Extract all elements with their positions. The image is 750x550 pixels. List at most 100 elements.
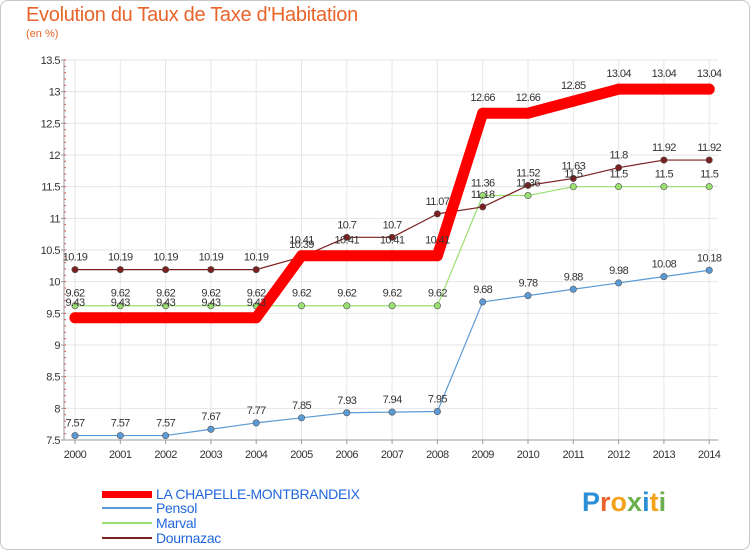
- legend-swatch-pensol: [102, 507, 152, 509]
- data-label-marval: 9.62: [292, 288, 311, 300]
- logo-letter: o: [610, 487, 628, 517]
- y-tick-label: 8: [54, 403, 60, 415]
- data-point-marval: [433, 302, 441, 310]
- data-label-marval: 9.62: [111, 288, 130, 300]
- y-tick-label: 7.5: [46, 435, 60, 447]
- data-point-la-chapelle-montbrandeix: [114, 312, 126, 324]
- data-label-la-chapelle-montbrandeix: 13.04: [697, 68, 722, 80]
- data-label-marval: 11.36: [516, 178, 540, 190]
- x-tick-label: 2012: [607, 449, 630, 461]
- data-point-pensol: [207, 425, 215, 433]
- y-tick-label: 12.5: [41, 118, 61, 130]
- data-point-dournazac: [660, 156, 668, 164]
- legend-item-marval: Marval: [102, 515, 197, 531]
- x-tick-label: 2001: [109, 449, 132, 461]
- data-label-dournazac: 10.39: [289, 239, 314, 251]
- data-point-dournazac: [615, 164, 623, 172]
- data-label-dournazac: 10.19: [153, 252, 178, 264]
- data-label-marval: 11.5: [609, 169, 628, 181]
- data-point-dournazac: [343, 233, 351, 241]
- data-point-pensol: [569, 285, 577, 293]
- data-label-la-chapelle-montbrandeix: 10.41: [335, 235, 360, 247]
- data-point-la-chapelle-montbrandeix: [477, 107, 489, 119]
- data-label-marval: 9.62: [65, 288, 84, 300]
- data-point-pensol: [116, 432, 124, 440]
- data-label-dournazac: 10.7: [337, 219, 356, 231]
- data-label-la-chapelle-montbrandeix: 12.85: [561, 80, 586, 92]
- data-label-pensol: 7.57: [156, 418, 175, 430]
- legend-swatch-dournazac: [102, 537, 152, 539]
- data-point-marval: [297, 302, 305, 310]
- data-point-marval: [207, 302, 215, 310]
- legend-swatch-la-chapelle-montbrandeix: [102, 490, 152, 498]
- data-point-dournazac: [116, 266, 124, 274]
- data-point-la-chapelle-montbrandeix: [567, 95, 579, 107]
- x-tick-label: 2013: [653, 449, 676, 461]
- data-point-marval: [569, 183, 577, 191]
- data-point-marval: [116, 302, 124, 310]
- data-point-pensol: [388, 408, 396, 416]
- data-label-la-chapelle-montbrandeix: 10.41: [289, 235, 314, 247]
- data-point-la-chapelle-montbrandeix: [250, 312, 262, 324]
- data-point-marval: [162, 302, 170, 310]
- x-tick-label: 2010: [517, 449, 540, 461]
- data-point-marval: [660, 183, 668, 191]
- y-tick-label: 10: [49, 277, 61, 289]
- legend-label-la-chapelle-montbrandeix: LA CHAPELLE-MONTBRANDEIX: [156, 486, 360, 502]
- data-label-dournazac: 10.19: [199, 252, 224, 264]
- y-tick-label: 13: [49, 87, 61, 99]
- y-tick-label: 9: [54, 340, 60, 352]
- data-point-pensol: [615, 279, 623, 287]
- data-point-la-chapelle-montbrandeix: [341, 250, 353, 262]
- y-tick-label: 13.5: [41, 55, 61, 67]
- data-point-marval: [479, 192, 487, 200]
- data-point-la-chapelle-montbrandeix: [431, 250, 443, 262]
- data-label-la-chapelle-montbrandeix: 12.66: [516, 92, 541, 104]
- data-point-marval: [615, 183, 623, 191]
- data-label-pensol: 9.78: [518, 278, 537, 290]
- data-label-marval: 11.5: [655, 169, 674, 181]
- data-point-pensol: [71, 432, 79, 440]
- data-label-dournazac: 10.19: [108, 252, 133, 264]
- data-label-pensol: 9.68: [473, 284, 492, 296]
- data-label-la-chapelle-montbrandeix: 9.43: [111, 297, 130, 309]
- data-point-marval: [524, 192, 532, 200]
- data-label-marval: 11.5: [700, 169, 719, 181]
- data-label-dournazac: 11.07: [426, 196, 450, 208]
- data-point-la-chapelle-montbrandeix: [69, 312, 81, 324]
- data-point-pensol: [297, 414, 305, 422]
- data-label-pensol: 7.77: [247, 405, 266, 417]
- data-label-dournazac: 11.8: [609, 150, 628, 162]
- data-point-dournazac: [569, 174, 577, 182]
- chart-title: Evolution du Taux de Taxe d'Habitation: [26, 4, 358, 26]
- data-point-pensol: [705, 266, 713, 274]
- data-point-pensol: [433, 407, 441, 415]
- data-point-pensol: [252, 419, 260, 427]
- data-point-dournazac: [479, 203, 487, 211]
- data-point-pensol: [479, 298, 487, 306]
- logo-letter: i: [642, 487, 650, 517]
- data-point-pensol: [524, 292, 532, 300]
- data-label-la-chapelle-montbrandeix: 9.43: [65, 297, 84, 309]
- data-label-dournazac: 11.92: [697, 142, 721, 154]
- data-label-marval: 11.36: [471, 178, 495, 190]
- data-label-la-chapelle-montbrandeix: 10.41: [380, 235, 405, 247]
- data-label-pensol: 7.95: [428, 394, 447, 406]
- x-tick-label: 2011: [562, 449, 584, 461]
- data-label-dournazac: 10.19: [63, 252, 88, 264]
- x-tick-label: 2004: [245, 449, 268, 461]
- logo-letter: t: [649, 487, 659, 517]
- data-label-pensol: 7.85: [292, 400, 311, 412]
- data-point-pensol: [660, 273, 668, 281]
- legend-label-pensol: Pensol: [156, 500, 198, 516]
- data-label-marval: 11.5: [564, 169, 583, 181]
- legend-item-la-chapelle-montbrandeix: LA CHAPELLE-MONTBRANDEIX: [102, 486, 360, 502]
- y-tick-label: 10.5: [41, 245, 61, 257]
- data-point-la-chapelle-montbrandeix: [296, 250, 307, 262]
- legend-label-dournazac: Dournazac: [156, 530, 222, 546]
- x-tick-label: 2000: [64, 449, 87, 461]
- data-label-la-chapelle-montbrandeix: 13.04: [652, 68, 677, 80]
- logo-letter: x: [627, 487, 643, 517]
- data-point-dournazac: [524, 181, 532, 189]
- data-label-la-chapelle-montbrandeix: 13.04: [606, 68, 631, 80]
